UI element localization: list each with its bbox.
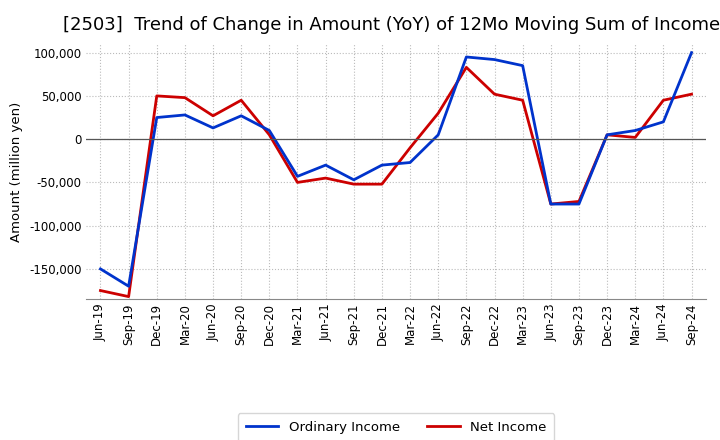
Ordinary Income <box>659 119 667 125</box>
Ordinary Income <box>153 115 161 120</box>
Net Income <box>321 176 330 181</box>
Title: [2503]  Trend of Change in Amount (YoY) of 12Mo Moving Sum of Incomes: [2503] Trend of Change in Amount (YoY) o… <box>63 16 720 34</box>
Net Income <box>518 98 527 103</box>
Ordinary Income <box>406 160 415 165</box>
Net Income <box>349 182 358 187</box>
Ordinary Income <box>265 128 274 133</box>
Ordinary Income <box>237 113 246 118</box>
Ordinary Income <box>575 202 583 207</box>
Ordinary Income <box>518 63 527 68</box>
Net Income <box>490 92 499 97</box>
Ordinary Income <box>377 162 386 168</box>
Y-axis label: Amount (million yen): Amount (million yen) <box>11 102 24 242</box>
Ordinary Income <box>209 125 217 131</box>
Ordinary Income <box>293 174 302 179</box>
Ordinary Income <box>181 112 189 117</box>
Net Income <box>209 113 217 118</box>
Legend: Ordinary Income, Net Income: Ordinary Income, Net Income <box>238 413 554 440</box>
Net Income <box>377 182 386 187</box>
Ordinary Income <box>490 57 499 62</box>
Ordinary Income <box>687 50 696 55</box>
Net Income <box>96 288 105 293</box>
Ordinary Income <box>96 266 105 271</box>
Ordinary Income <box>603 132 611 137</box>
Net Income <box>575 199 583 204</box>
Net Income <box>125 294 133 299</box>
Ordinary Income <box>125 284 133 289</box>
Net Income <box>546 202 555 207</box>
Net Income <box>434 110 443 116</box>
Net Income <box>406 145 415 150</box>
Ordinary Income <box>349 177 358 183</box>
Net Income <box>462 65 471 70</box>
Net Income <box>659 98 667 103</box>
Net Income <box>603 132 611 137</box>
Ordinary Income <box>434 132 443 137</box>
Ordinary Income <box>462 54 471 59</box>
Ordinary Income <box>321 162 330 168</box>
Net Income <box>265 132 274 137</box>
Line: Net Income: Net Income <box>101 67 691 297</box>
Line: Ordinary Income: Ordinary Income <box>101 53 691 286</box>
Net Income <box>687 92 696 97</box>
Ordinary Income <box>546 202 555 207</box>
Net Income <box>153 93 161 99</box>
Net Income <box>181 95 189 100</box>
Ordinary Income <box>631 128 639 133</box>
Net Income <box>237 98 246 103</box>
Net Income <box>631 135 639 140</box>
Net Income <box>293 180 302 185</box>
